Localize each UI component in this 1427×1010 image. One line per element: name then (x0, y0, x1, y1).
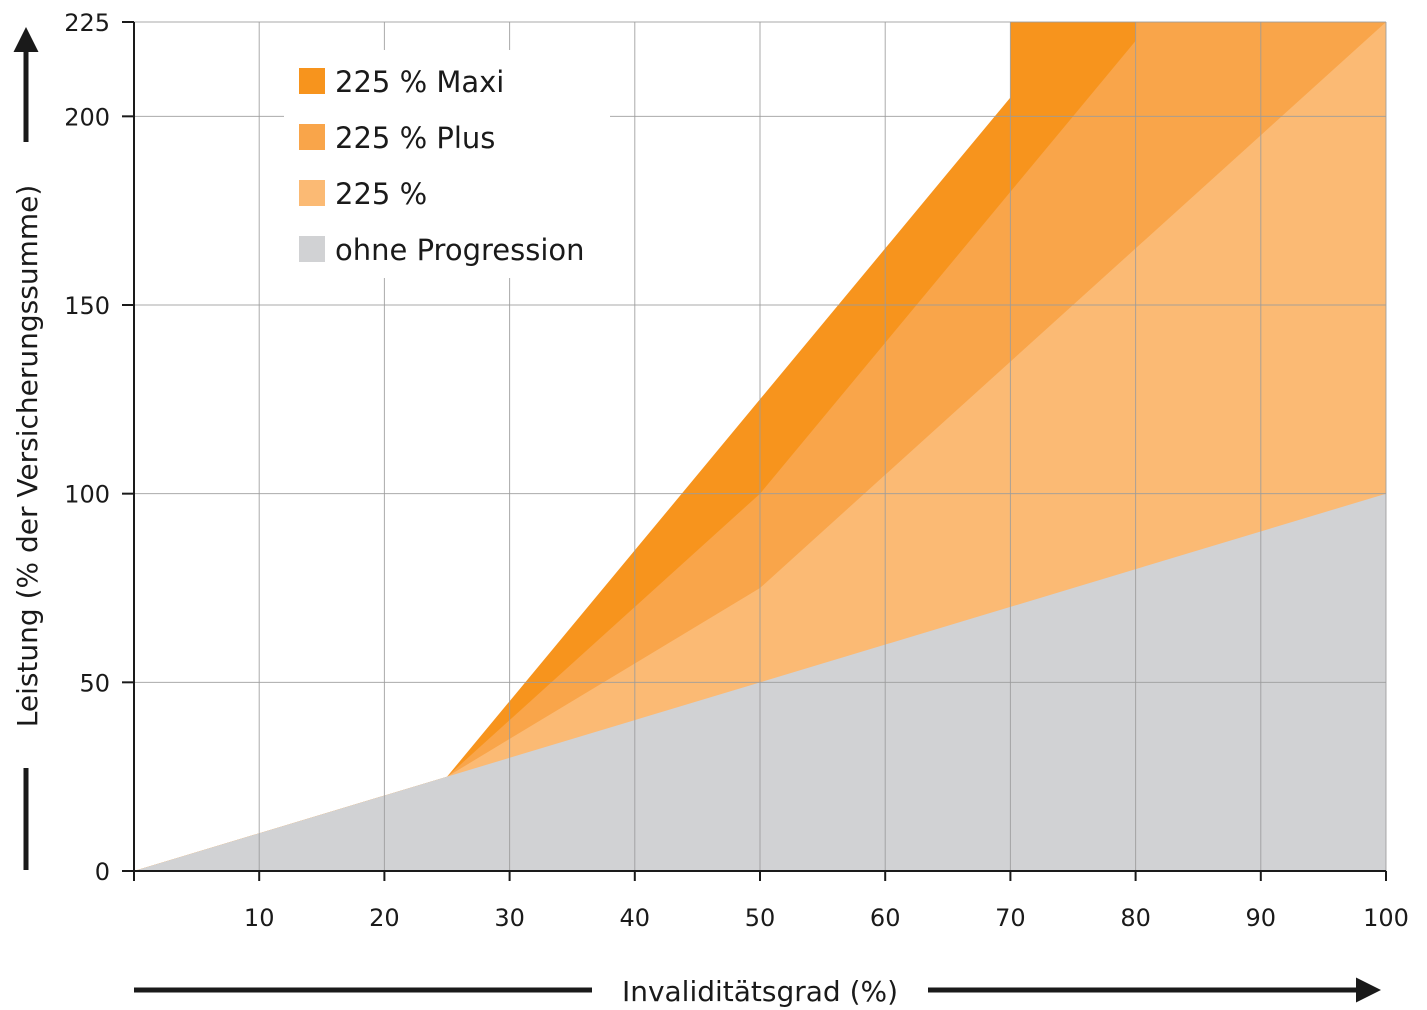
y-axis-title: Leistung (% der Versicherungssumme) (11, 185, 44, 728)
legend-label-225-pct: 225 % (335, 177, 427, 211)
x-tick-label-100: 100 (1363, 904, 1409, 932)
legend-label-225-pct-plus: 225 % Plus (335, 121, 495, 155)
x-tick-label-90: 90 (1246, 904, 1277, 932)
ticks: 10 20 30 40 50 60 70 80 90 100 0 50 100 150 200 225 (64, 9, 1409, 932)
x-tick-label-40: 40 (620, 904, 651, 932)
x-tick-label-70: 70 (995, 904, 1026, 932)
x-axis-title-group: Invaliditätsgrad (%) (134, 975, 1381, 1008)
legend-swatch-225-pct-maxi (299, 68, 325, 94)
y-tick-label-50: 50 (79, 669, 110, 697)
y-tick-label-100: 100 (64, 481, 110, 509)
legend-swatch-ohne-progression (299, 236, 325, 262)
legend-swatch-225-pct-plus (299, 124, 325, 150)
legend-swatch-225-pct (299, 180, 325, 206)
x-tick-label-30: 30 (494, 904, 525, 932)
x-axis-title: Invaliditätsgrad (%) (622, 975, 898, 1008)
x-tick-label-10: 10 (244, 904, 275, 932)
x-tick-label-60: 60 (870, 904, 901, 932)
legend-label-225-pct-maxi: 225 % Maxi (335, 65, 504, 99)
y-tick-label-225: 225 (64, 9, 110, 37)
area-ohne-progression (134, 493, 1386, 871)
x-tick-label-20: 20 (369, 904, 400, 932)
legend: 225 % Maxi 225 % Plus 225 % ohne Progressio… (284, 50, 610, 278)
x-tick-label-50: 50 (745, 904, 776, 932)
x-tick-label-80: 80 (1120, 904, 1151, 932)
y-tick-label-0: 0 (95, 858, 110, 886)
y-axis-title-group: Leistung (% der Versicherungssumme) (11, 27, 44, 870)
y-tick-label-200: 200 (64, 103, 110, 131)
grid-lines (134, 21, 1387, 871)
legend-label-ohne-progression: ohne Progression (335, 233, 585, 267)
legend-background (284, 50, 610, 278)
y-tick-label-150: 150 (64, 292, 110, 320)
